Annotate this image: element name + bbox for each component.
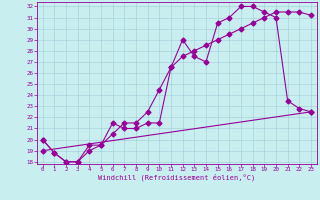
X-axis label: Windchill (Refroidissement éolien,°C): Windchill (Refroidissement éolien,°C): [98, 174, 255, 181]
